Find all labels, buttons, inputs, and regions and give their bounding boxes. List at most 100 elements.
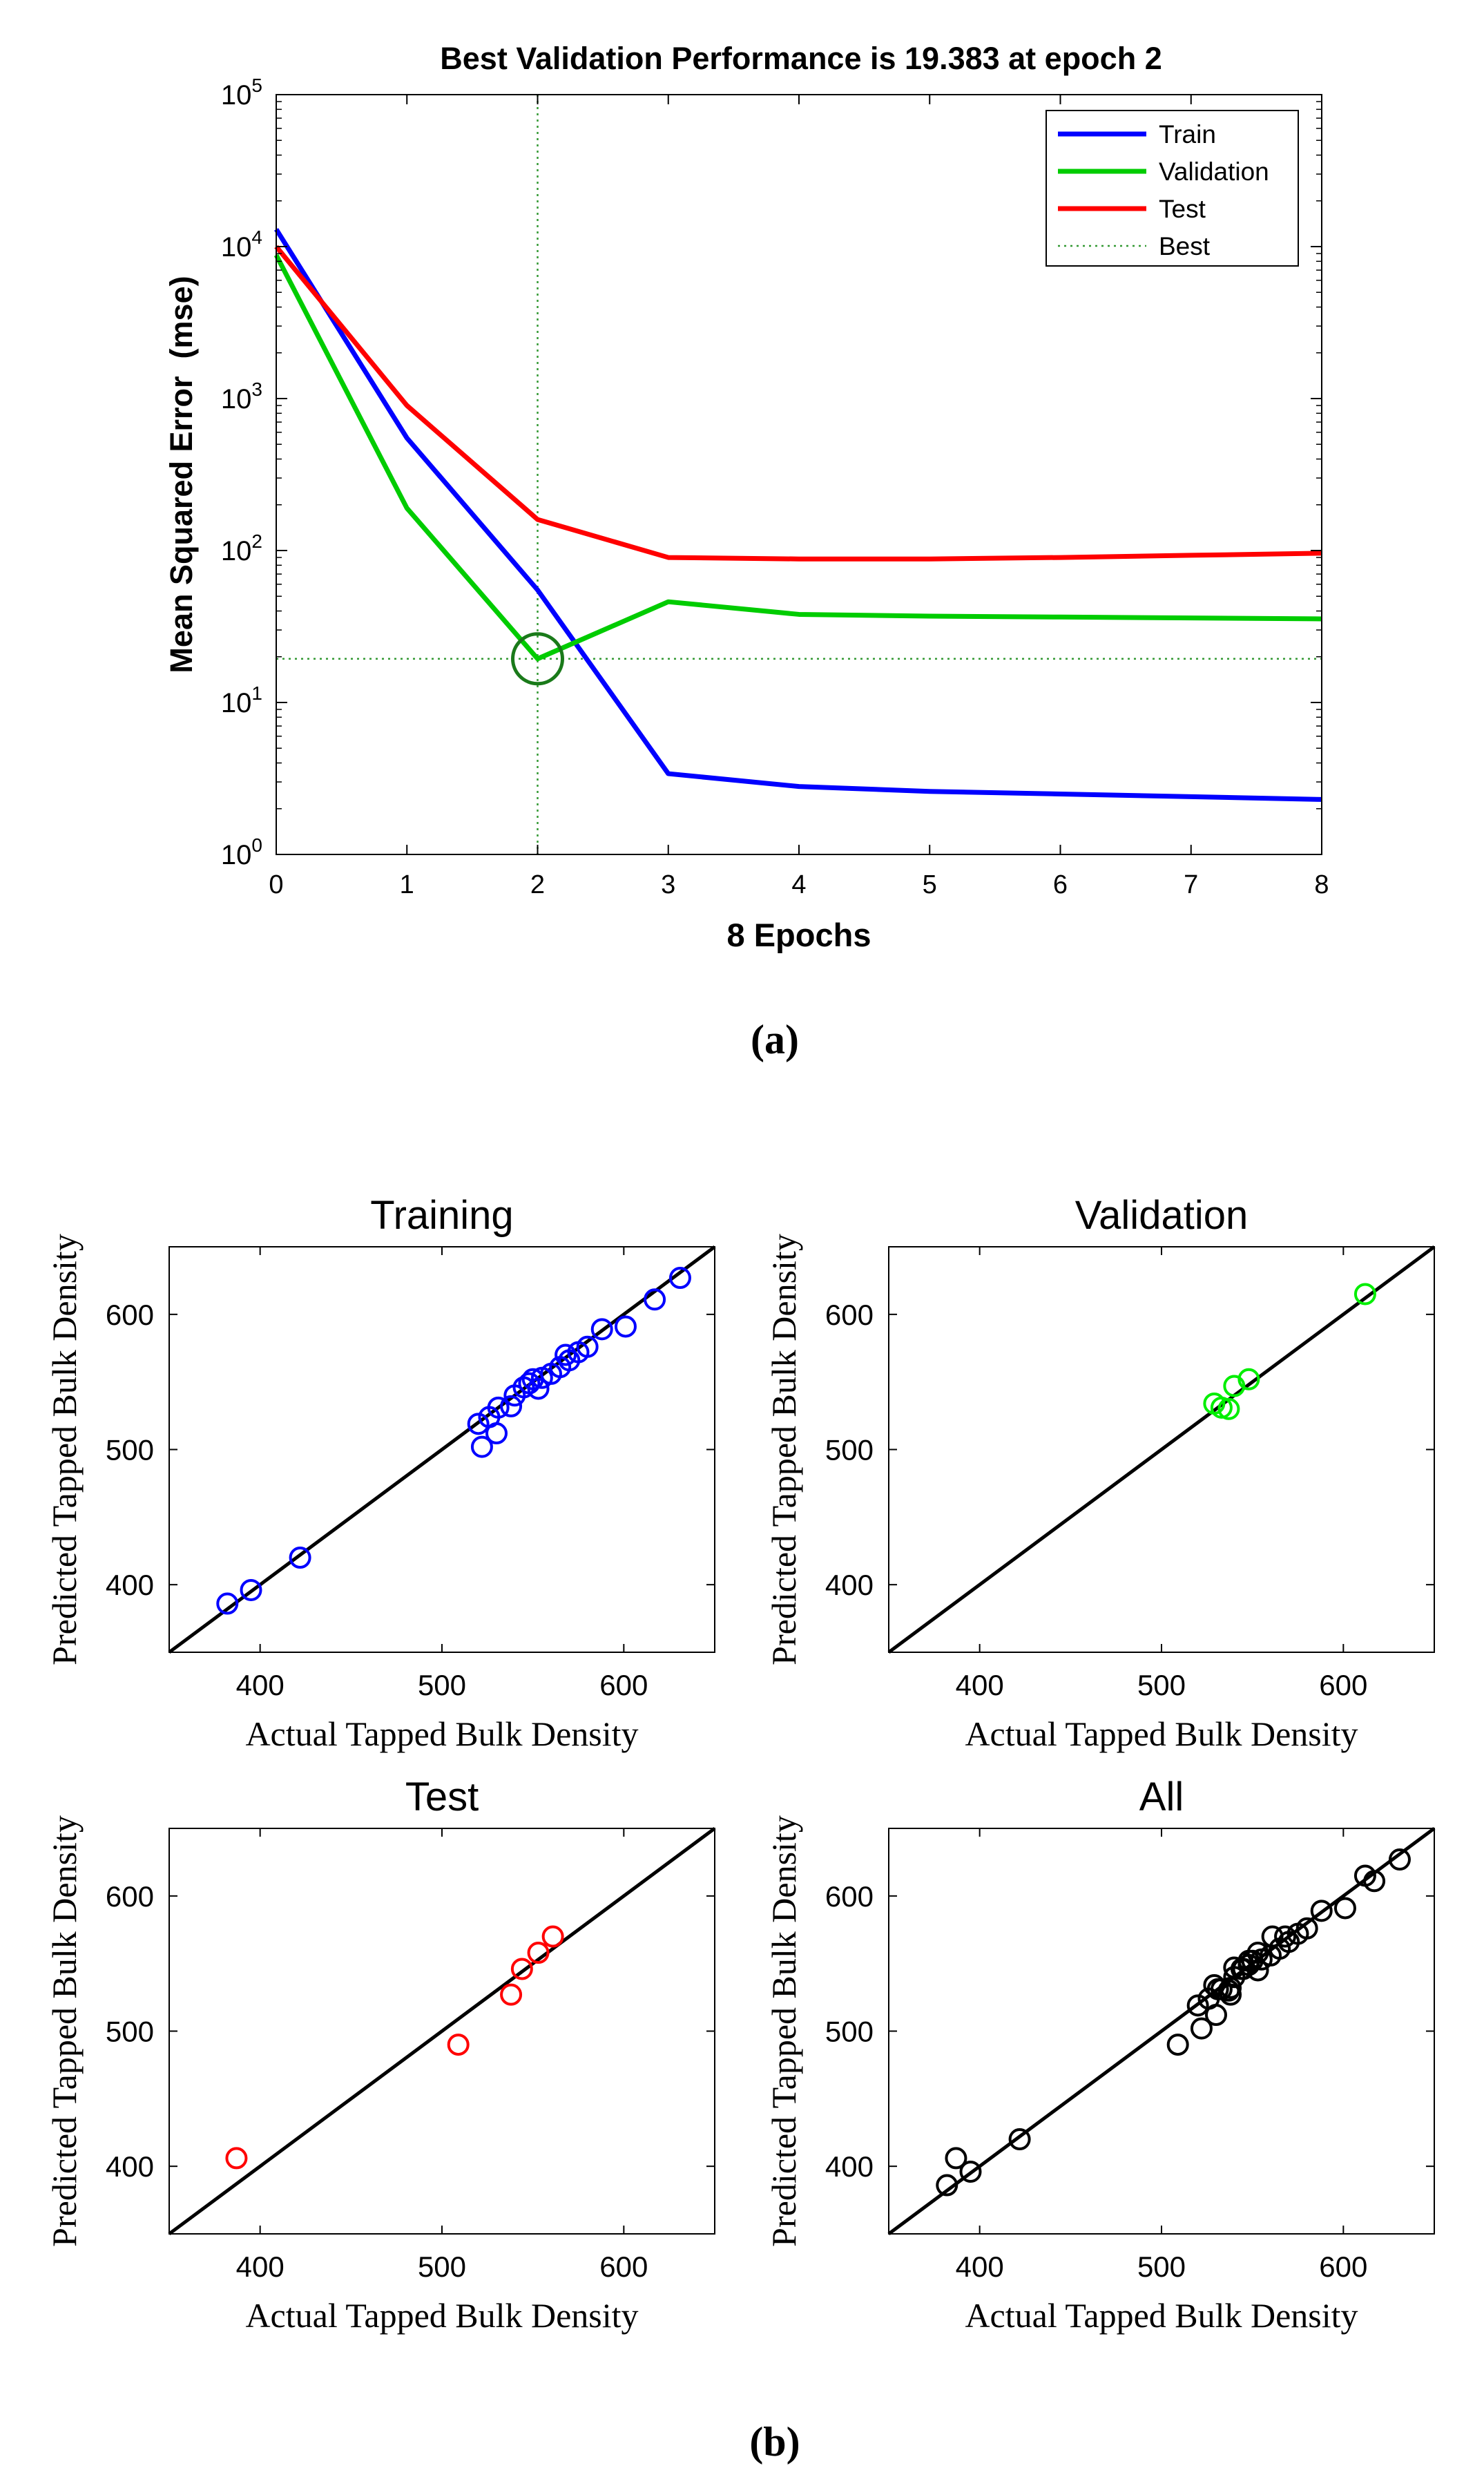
x-tick-label: 0: [269, 870, 283, 899]
y-tick-label: 600: [106, 1299, 154, 1331]
data-point: [1363, 1870, 1386, 1893]
x-tick-label: 600: [1319, 1669, 1367, 1701]
data-point: [936, 2174, 958, 2197]
y-tick-label: 400: [106, 2150, 154, 2183]
data-point: [1166, 2034, 1189, 2056]
fit-line: [887, 1826, 1436, 2236]
x-axis-label: Actual Tapped Bulk Density: [965, 2296, 1358, 2335]
y-tick-exponent: 0: [251, 834, 262, 856]
data-point: [510, 1958, 533, 1980]
data-point: [447, 2034, 470, 2056]
legend-label-test: Test: [1159, 195, 1206, 223]
x-tick-label: 600: [599, 2250, 648, 2283]
y-tick-exponent: 2: [251, 530, 262, 552]
y-tick-label: 101: [221, 682, 262, 718]
y-tick-base: 10: [221, 840, 252, 870]
y-tick-label: 104: [221, 227, 262, 262]
y-tick-exponent: 4: [251, 227, 262, 248]
y-axis-label: Predicted Tapped Bulk Density: [764, 1815, 803, 2247]
x-tick-label: 500: [418, 1669, 466, 1701]
y-axis-label: Predicted Tapped Bulk Density: [45, 1815, 84, 2247]
data-point: [1246, 1959, 1269, 1982]
x-tick-label: 400: [236, 2250, 285, 2283]
plot-title: Training: [370, 1193, 513, 1238]
x-tick-label: 1: [400, 870, 414, 899]
data-point: [500, 1983, 523, 2006]
best-crosshair: [276, 95, 1322, 854]
panel-a-caption: (a): [751, 1017, 799, 1062]
y-tick-label: 600: [106, 1880, 154, 1913]
data-point: [1333, 1897, 1356, 1920]
data-point: [225, 2147, 248, 2170]
fit-line: [887, 1245, 1436, 1654]
y-tick-label: 500: [825, 2016, 874, 2048]
plot-title: Test: [405, 1775, 479, 1819]
y-tick-label: 500: [825, 1434, 874, 1466]
data-point: [959, 2160, 982, 2183]
data-point: [216, 1592, 239, 1615]
y-tick-label: 105: [221, 75, 262, 111]
y-tick-exponent: 1: [251, 682, 262, 704]
y-tick-label: 400: [825, 2150, 874, 2183]
y-axis-label: Predicted Tapped Bulk Density: [45, 1234, 84, 1665]
series-lines: [273, 228, 1322, 802]
x-tick-label: 3: [661, 870, 675, 899]
chart-title: Best Validation Performance is 19.383 at…: [440, 41, 1162, 76]
data-point: [1190, 2017, 1213, 2040]
y-tick-label: 102: [221, 530, 262, 566]
legend: Train Validation Test Best: [1045, 110, 1299, 267]
data-point: [1217, 1397, 1240, 1420]
y-tick-exponent: 3: [251, 379, 262, 400]
x-tick-label: 5: [923, 870, 937, 899]
series-line-test: [274, 245, 1322, 562]
data-point: [1388, 1848, 1411, 1871]
y-tick-label: 103: [221, 379, 262, 414]
y-tick-exponent: 5: [251, 75, 262, 96]
y-tick-base: 10: [221, 232, 252, 262]
y-tick-label: 600: [825, 1880, 874, 1913]
data-point: [1220, 1976, 1242, 1999]
data-point: [644, 1288, 666, 1311]
y-axis-label: Mean Squared Error (mse): [164, 276, 199, 673]
x-tick-label: 400: [956, 1669, 1004, 1701]
data-point: [289, 1547, 311, 1569]
y-tick-base: 10: [221, 536, 252, 566]
data-point: [1008, 2128, 1031, 2151]
x-axis-label: Actual Tapped Bulk Density: [965, 1714, 1358, 1753]
data-point: [1295, 1917, 1318, 1940]
data-point: [945, 2147, 967, 2170]
data-point: [555, 1343, 577, 1366]
scatter-plot-training: Training 400 500 600 400 500 600 Actual Tapped …: [45, 1193, 716, 1753]
fit-line: [168, 1826, 716, 2236]
data-point: [1237, 1368, 1260, 1390]
y-axis-label: Predicted Tapped Bulk Density: [764, 1234, 803, 1665]
data-point: [1186, 1994, 1209, 2017]
y-tick-base: 10: [221, 80, 252, 111]
plot-title: All: [1139, 1775, 1184, 1819]
x-axis-label: Actual Tapped Bulk Density: [245, 1714, 638, 1753]
y-tick-label: 500: [106, 1434, 154, 1466]
data-point: [1205, 2004, 1227, 2027]
x-axis-label: 8 Epochs: [727, 917, 871, 953]
y-tick-base: 10: [221, 688, 252, 718]
x-tick-label: 500: [1137, 2250, 1186, 2283]
legend-label-best: Best: [1159, 232, 1211, 260]
x-tick-label: 500: [1137, 1669, 1186, 1701]
y-tick-label: 400: [106, 1569, 154, 1601]
legend-label-validation: Validation: [1159, 157, 1269, 186]
data-point: [590, 1318, 613, 1341]
data-point: [467, 1413, 490, 1435]
series-line-train: [274, 228, 1322, 802]
y-tick-label: 600: [825, 1299, 874, 1331]
data-point: [240, 1578, 262, 1601]
data-point: [487, 1396, 510, 1419]
x-axis-ticks: 0 1 2 3 4 5 6 7 8: [269, 95, 1329, 899]
x-tick-label: 7: [1184, 870, 1198, 899]
data-point: [614, 1315, 637, 1338]
x-axis-label: Actual Tapped Bulk Density: [245, 2296, 638, 2335]
y-tick-base: 10: [221, 384, 252, 414]
x-tick-label: 2: [530, 870, 545, 899]
y-tick-label: 100: [221, 834, 262, 870]
